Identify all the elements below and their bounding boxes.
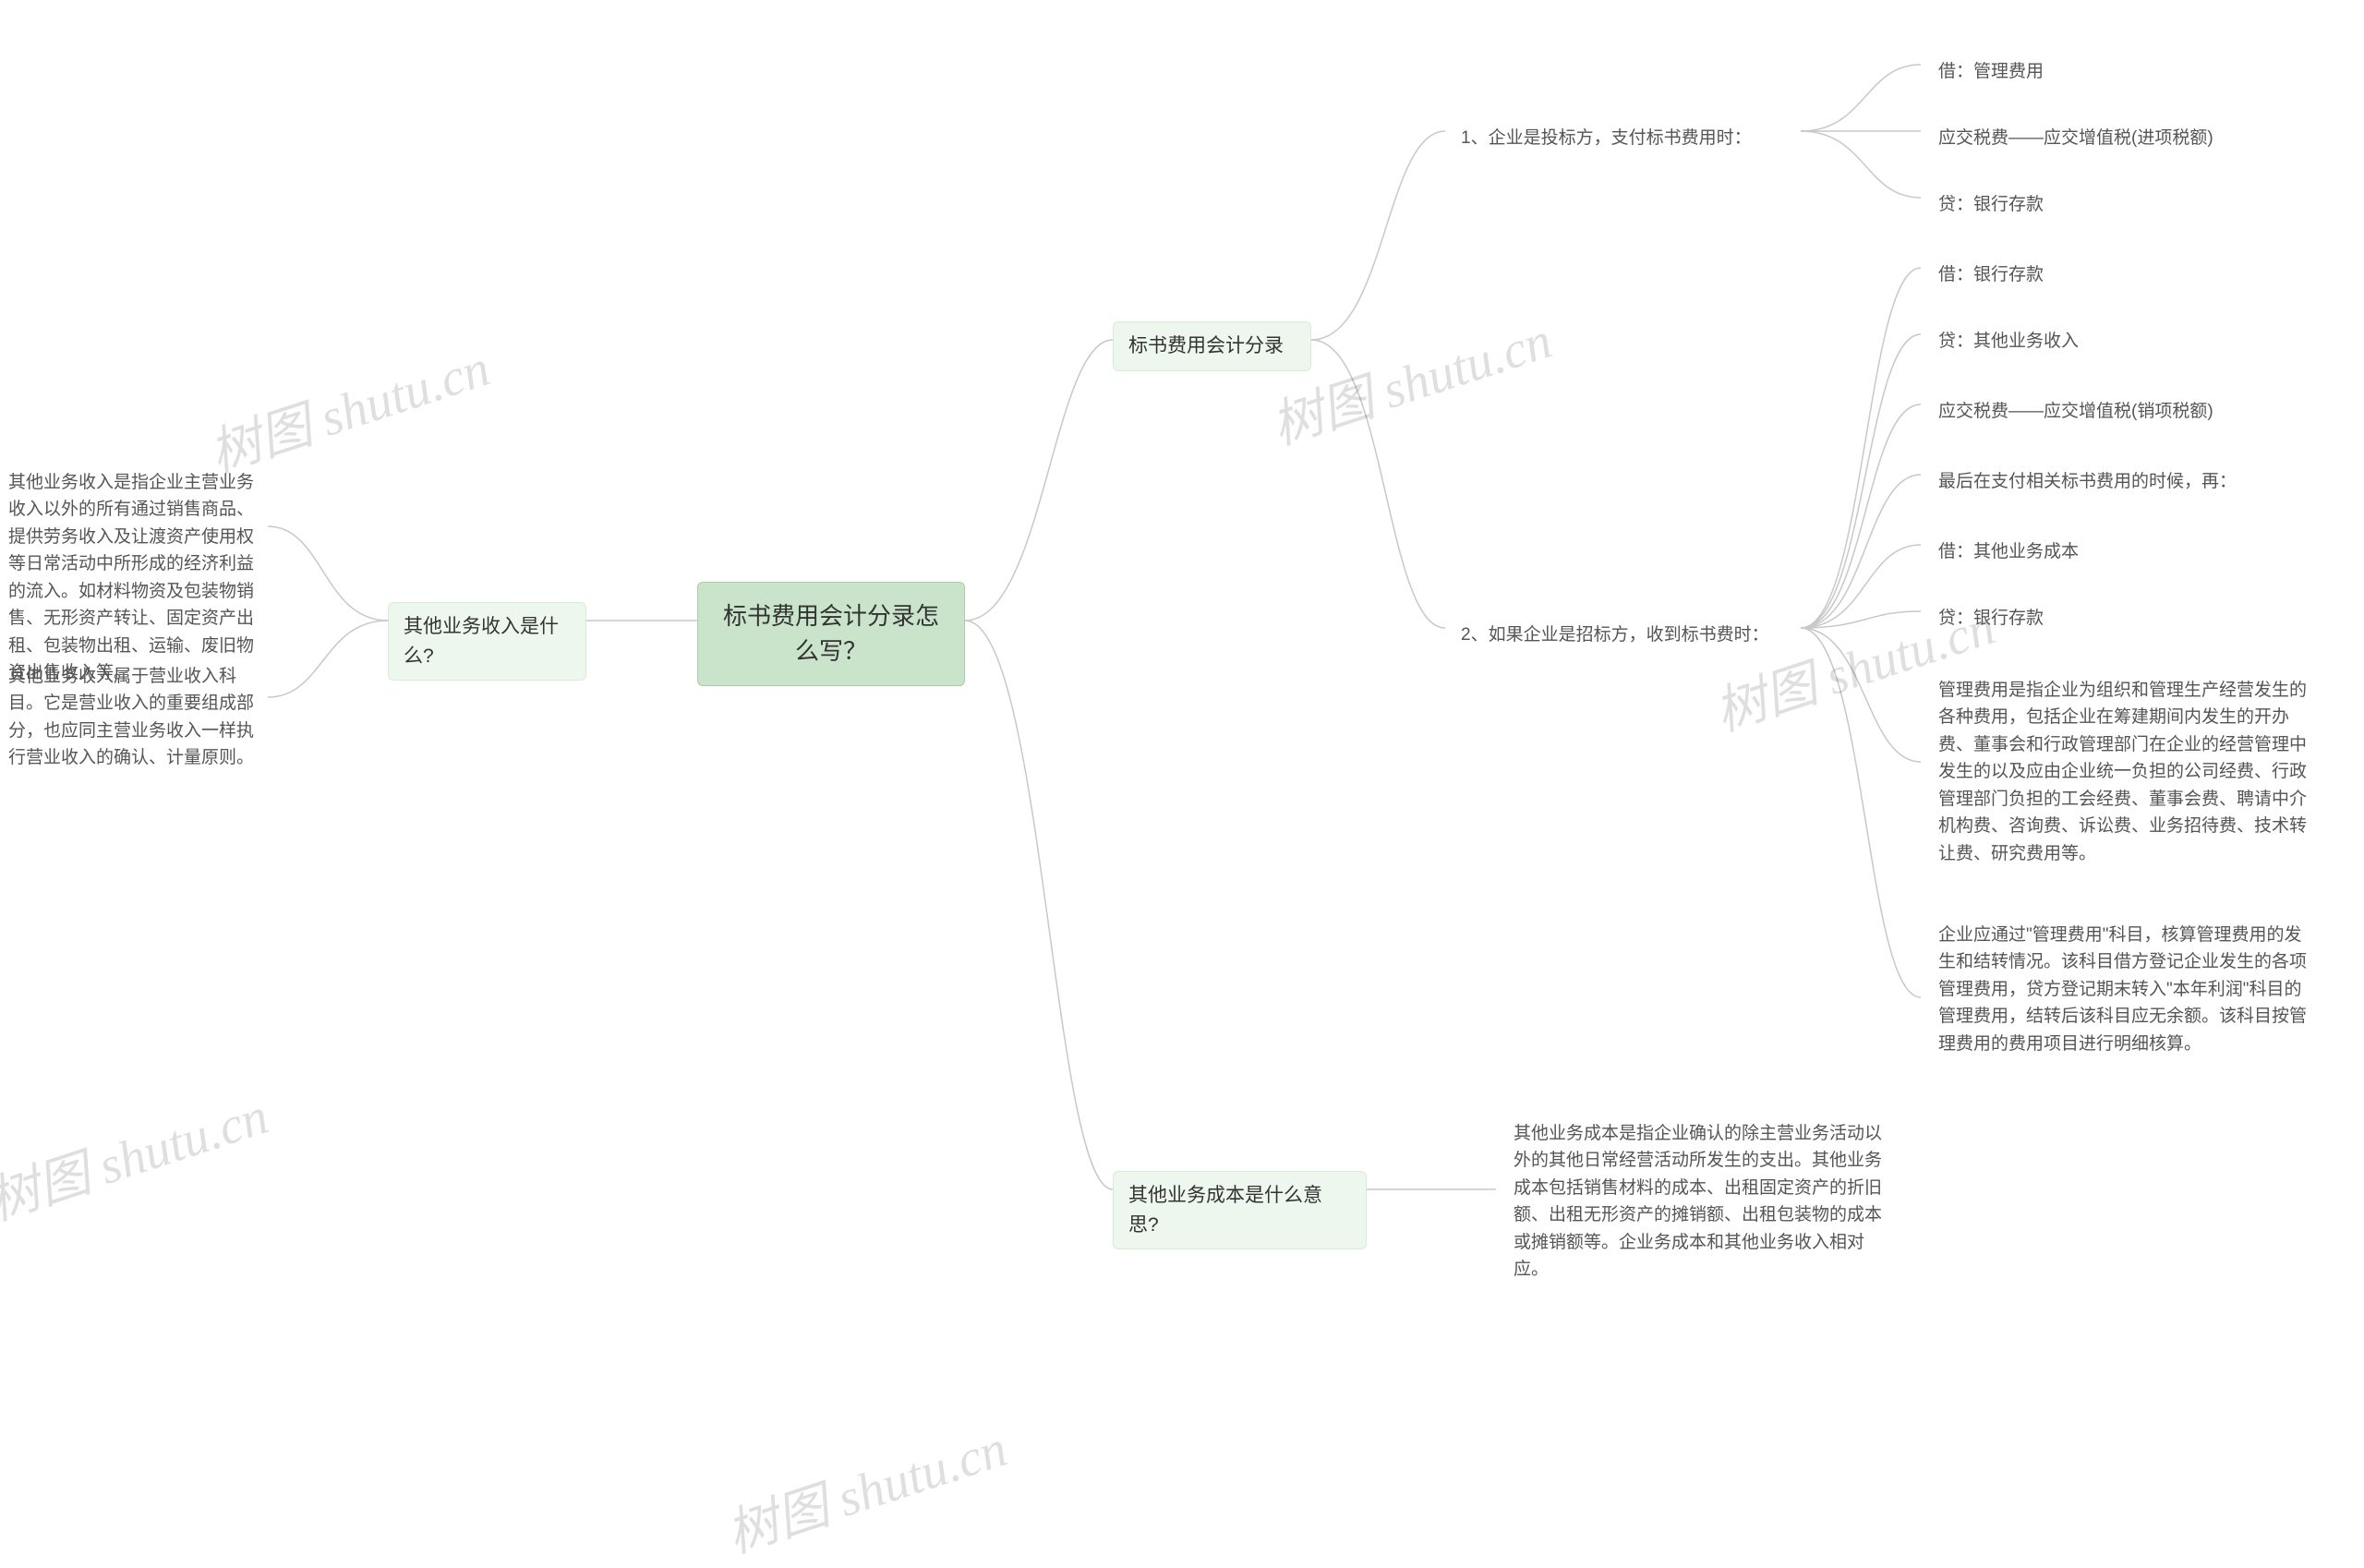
leaf-node: 借：管理费用 [1925, 51, 2276, 92]
leaf-label: 贷：银行存款 [1938, 195, 2044, 214]
root-node: 标书费用会计分录怎么写？ [697, 582, 965, 686]
leaf-node: 其他业务收入属于营业收入科目。它是营业收入的重要组成部分，也应同主营业务收入一样… [0, 656, 272, 779]
branch-node: 其他业务成本是什么意思? [1113, 1171, 1367, 1249]
root-label: 标书费用会计分录怎么写？ [723, 602, 939, 665]
sub-node: 1、企业是投标方，支付标书费用时： [1448, 117, 1799, 159]
leaf-node: 其他业务成本是指企业确认的除主营业务活动以外的其他日常经营活动所发生的支出。其他… [1501, 1113, 1898, 1291]
leaf-label: 其他业务收入属于营业收入科目。它是营业收入的重要组成部分，也应同主营业务收入一样… [8, 667, 254, 767]
branch-label: 其他业务成本是什么意思? [1128, 1185, 1322, 1236]
watermark: 树图 shutu.cn [716, 1406, 1015, 1567]
leaf-node: 管理费用是指企业为组织和管理生产经营发生的各种费用，包括企业在筹建期间内发生的开… [1925, 669, 2322, 874]
leaf-label: 应交税费——应交增值税(销项税额) [1938, 402, 2213, 421]
leaf-node: 最后在支付相关标书费用的时候，再： [1925, 461, 2313, 502]
leaf-label: 贷：银行存款 [1938, 609, 2044, 628]
sub-label: 1、企业是投标方，支付标书费用时： [1461, 128, 1752, 148]
sub-label: 2、如果企业是招标方，收到标书费时： [1461, 625, 1769, 645]
leaf-label: 借：银行存款 [1938, 265, 2044, 284]
leaf-node: 借：其他业务成本 [1925, 531, 2276, 573]
branch-node: 其他业务收入是什么? [388, 602, 586, 681]
leaf-label: 最后在支付相关标书费用的时候，再： [1938, 472, 2237, 491]
branch-label: 其他业务收入是什么? [404, 616, 559, 667]
leaf-label: 其他业务收入是指企业主营业务收入以外的所有通过销售商品、提供劳务收入及让渡资产使… [8, 473, 254, 682]
leaf-label: 应交税费——应交增值税(进项税额) [1938, 128, 2213, 148]
leaf-label: 贷：其他业务收入 [1938, 332, 2079, 351]
leaf-node: 应交税费——应交增值税(销项税额) [1925, 391, 2313, 432]
leaf-label: 借：管理费用 [1938, 62, 2044, 81]
leaf-node: 贷：银行存款 [1925, 597, 2276, 639]
leaf-node: 借：银行存款 [1925, 254, 2276, 296]
sub-node: 2、如果企业是招标方，收到标书费时： [1448, 614, 1799, 656]
leaf-label: 其他业务成本是指企业确认的除主营业务活动以外的其他日常经营活动所发生的支出。其他… [1514, 1124, 1882, 1279]
leaf-node: 企业应通过"管理费用"科目，核算管理费用的发生和结转情况。该科目借方登记企业发生… [1925, 914, 2322, 1065]
leaf-label: 管理费用是指企业为组织和管理生产经营发生的各种费用，包括企业在筹建期间内发生的开… [1938, 681, 2307, 863]
leaf-node: 贷：银行存款 [1925, 184, 2276, 225]
branch-label: 标书费用会计分录 [1128, 335, 1284, 356]
leaf-label: 借：其他业务成本 [1938, 542, 2079, 561]
leaf-node: 应交税费——应交增值税(进项税额) [1925, 117, 2313, 159]
watermark: 树图 shutu.cn [0, 1074, 276, 1235]
leaf-node: 贷：其他业务收入 [1925, 320, 2276, 362]
branch-node: 标书费用会计分录 [1113, 321, 1311, 371]
leaf-label: 企业应通过"管理费用"科目，核算管理费用的发生和结转情况。该科目借方登记企业发生… [1938, 925, 2307, 1054]
